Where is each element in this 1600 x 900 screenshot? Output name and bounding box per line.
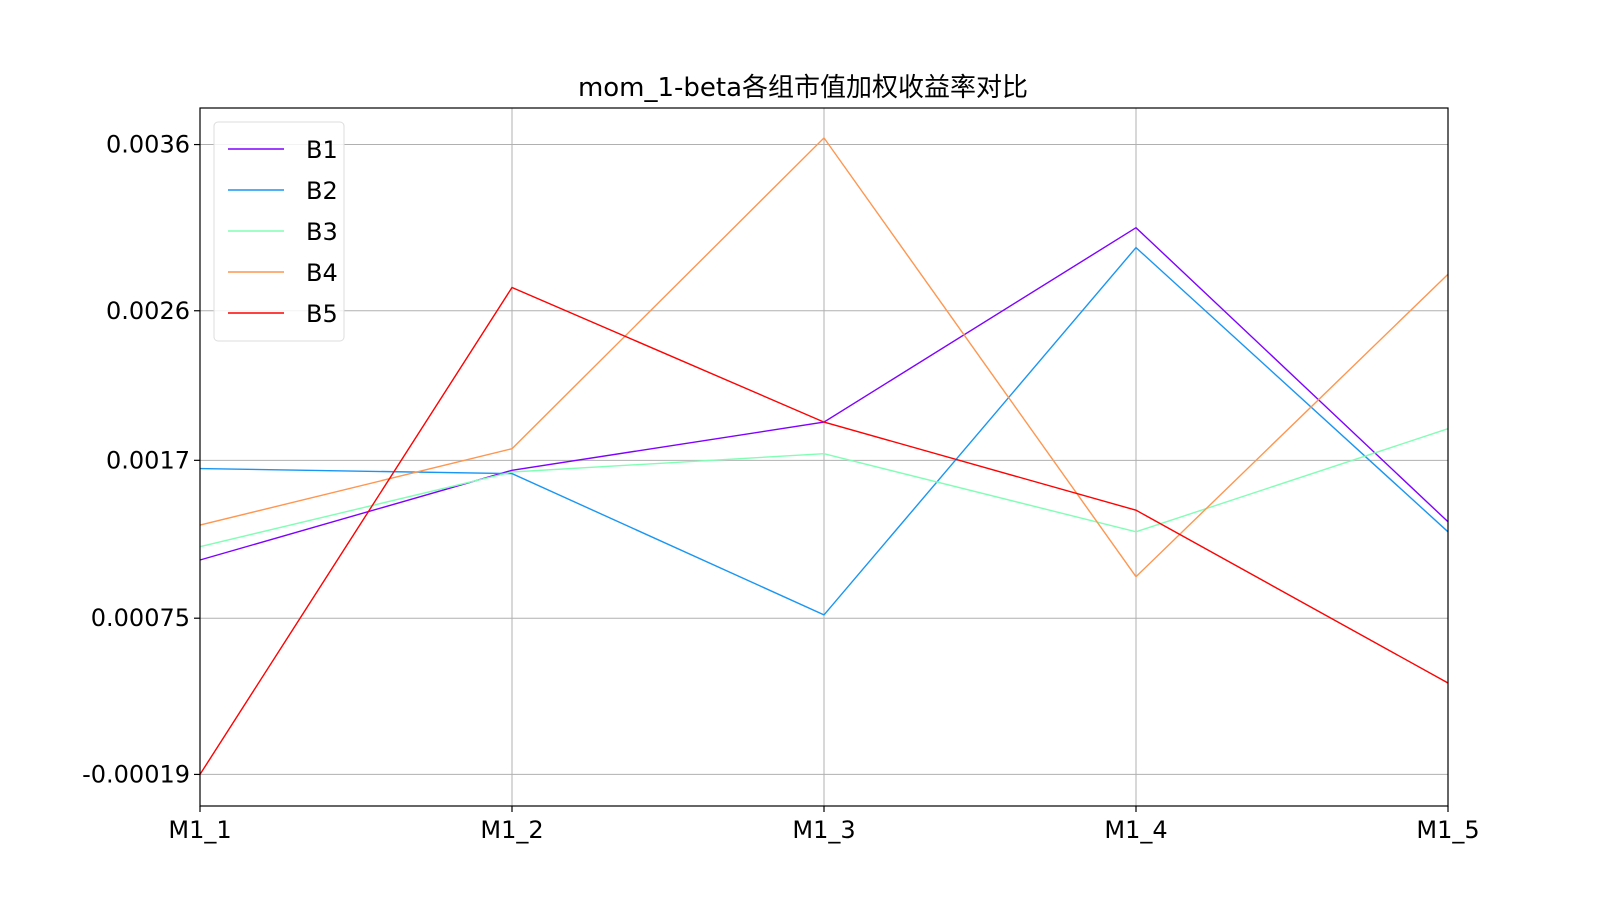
x-tick-label: M1_2 xyxy=(480,816,543,844)
x-tick-label: M1_1 xyxy=(168,816,231,844)
series-line-b5 xyxy=(199,286,1449,775)
legend: B1 B2 B3 B4 B5 xyxy=(213,121,345,342)
y-tick-label: 0.00075 xyxy=(91,604,190,632)
x-tick-label: M1_4 xyxy=(1104,816,1167,844)
x-tick-label: M1_3 xyxy=(792,816,855,844)
plot-area: M1_1 M1_2 M1_3 M1_4 M1_5 -0.00019 0.00075 0.001… xyxy=(82,107,1480,844)
legend-label: B3 xyxy=(306,218,338,246)
series-line-b2 xyxy=(199,246,1449,616)
legend-label: B4 xyxy=(306,259,338,287)
y-tick-label: -0.00019 xyxy=(82,760,190,788)
y-tick-label: 0.0026 xyxy=(106,297,190,325)
y-tick-label: 0.0017 xyxy=(106,446,190,474)
legend-label: B2 xyxy=(306,177,338,205)
tick-layer: M1_1 M1_2 M1_3 M1_4 M1_5 -0.00019 0.00075 0.001… xyxy=(82,131,1480,844)
series-line-b4 xyxy=(199,136,1449,578)
series-line-b3 xyxy=(199,428,1449,548)
chart-title: mom_1-beta各组市值加权收益率对比 xyxy=(578,73,1028,103)
x-tick-label: M1_5 xyxy=(1416,816,1479,844)
series-layer xyxy=(199,136,1449,775)
legend-label: B1 xyxy=(306,136,338,164)
grid-layer xyxy=(199,108,1449,806)
y-tick-label: 0.0036 xyxy=(106,131,190,159)
legend-label: B5 xyxy=(306,300,338,328)
